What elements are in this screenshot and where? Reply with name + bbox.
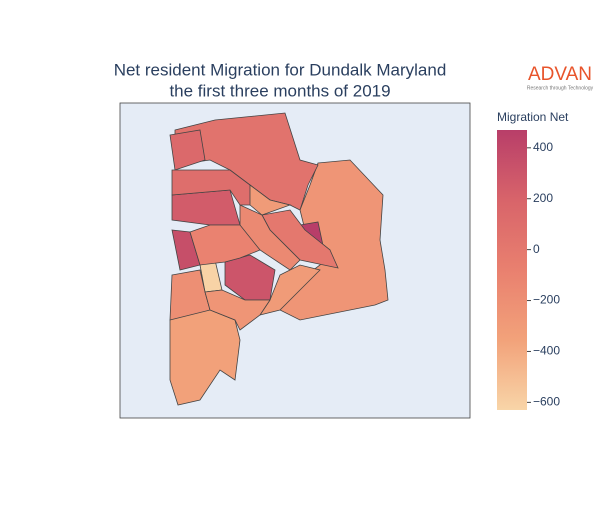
- logo: ADVAN: [528, 64, 592, 85]
- colorbar-tick-label: −400: [533, 344, 560, 358]
- regions: [169, 112, 389, 406]
- logo-tagline: Research through Technology: [527, 85, 594, 91]
- region: [204, 289, 271, 331]
- colorbar-tick-label: 400: [533, 140, 553, 154]
- region: [169, 129, 206, 171]
- region: [174, 112, 319, 211]
- chart-title: Net resident Migration for Dundalk Maryl…: [114, 60, 447, 79]
- colorbar-title: Migration Net: [497, 110, 569, 124]
- chart-title: the first three months of 2019: [169, 81, 390, 100]
- colorbar: [497, 130, 527, 410]
- region: [249, 184, 292, 216]
- region: [189, 224, 261, 266]
- colorbar-tick-label: 200: [533, 191, 553, 205]
- colorbar-tick-label: 0: [533, 242, 540, 256]
- colorbar-tick-label: −200: [533, 293, 560, 307]
- region: [171, 189, 241, 226]
- colorbar-tick-label: −600: [533, 395, 560, 409]
